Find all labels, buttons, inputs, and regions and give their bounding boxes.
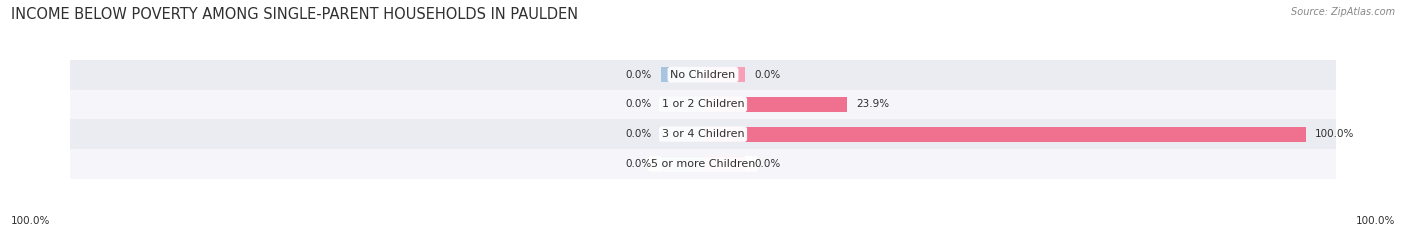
Text: 0.0%: 0.0% — [626, 99, 652, 110]
Bar — [661, 97, 703, 112]
Bar — [661, 127, 703, 142]
Text: 100.0%: 100.0% — [11, 216, 51, 226]
Bar — [70, 149, 1336, 179]
Bar — [703, 97, 745, 112]
Text: 0.0%: 0.0% — [626, 159, 652, 169]
Text: 1 or 2 Children: 1 or 2 Children — [662, 99, 744, 110]
Bar — [703, 67, 745, 82]
Bar — [703, 127, 1306, 142]
Text: 3 or 4 Children: 3 or 4 Children — [662, 129, 744, 139]
Text: 100.0%: 100.0% — [1315, 129, 1354, 139]
Text: 100.0%: 100.0% — [1355, 216, 1395, 226]
Text: 0.0%: 0.0% — [754, 159, 780, 169]
Text: 0.0%: 0.0% — [754, 70, 780, 80]
Bar — [703, 127, 745, 142]
Text: 0.0%: 0.0% — [626, 70, 652, 80]
Text: INCOME BELOW POVERTY AMONG SINGLE-PARENT HOUSEHOLDS IN PAULDEN: INCOME BELOW POVERTY AMONG SINGLE-PARENT… — [11, 7, 578, 22]
Bar — [70, 60, 1336, 89]
Bar — [703, 97, 846, 112]
Text: 5 or more Children: 5 or more Children — [651, 159, 755, 169]
Bar — [661, 156, 703, 171]
Legend: Single Father, Single Mother: Single Father, Single Mother — [600, 230, 806, 233]
Text: 23.9%: 23.9% — [856, 99, 889, 110]
Text: No Children: No Children — [671, 70, 735, 80]
Bar — [703, 156, 745, 171]
Bar — [661, 67, 703, 82]
Text: Source: ZipAtlas.com: Source: ZipAtlas.com — [1291, 7, 1395, 17]
Bar — [70, 89, 1336, 119]
Bar — [70, 119, 1336, 149]
Text: 0.0%: 0.0% — [626, 129, 652, 139]
